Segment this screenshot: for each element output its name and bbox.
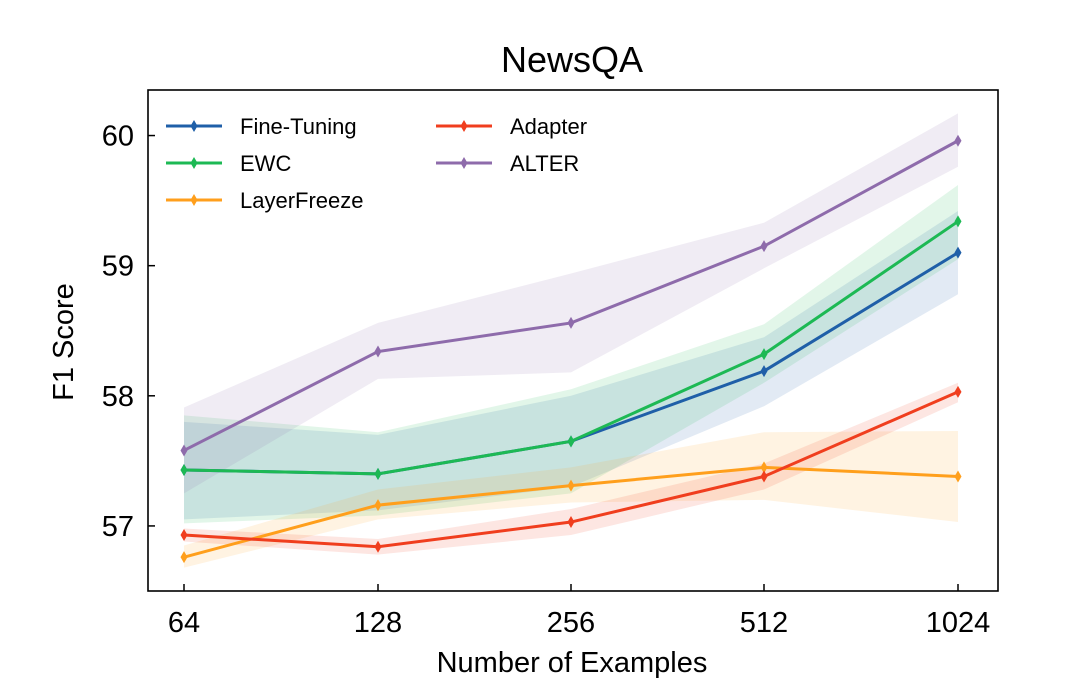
legend: Fine-Tuning EWC LayerFreeze Adapter ALTER [166,114,587,213]
legend-marker-alter [460,157,468,169]
x-tick-label-64: 64 [168,607,200,639]
x-tick-label-512: 512 [740,607,788,639]
y-tick-label-59: 59 [102,251,134,283]
plot-frame [147,89,999,592]
legend-label-adapter: Adapter [510,114,587,139]
legend-marker-ewc [190,157,198,169]
point-layerfreeze-64 [180,551,188,564]
y-axis-label: F1 Score [48,283,80,401]
band-fine-tuning [184,211,958,520]
legend-label-ewc: EWC [240,151,291,176]
y-tick-label-60: 60 [102,121,134,153]
point-ewc-64 [180,463,188,476]
legend-label-layerfreeze: LayerFreeze [240,188,364,213]
point-fine-tuning-1024 [954,246,962,259]
legend-marker-fine-tuning [190,120,198,132]
point-alter-1024 [954,134,962,147]
x-axis-label: Number of Examples [437,647,708,679]
confidence-bands [184,113,958,568]
point-alter-512 [760,240,768,253]
point-alter-256 [567,316,575,329]
legend-label-fine-tuning: Fine-Tuning [240,114,357,139]
x-tick-label-128: 128 [354,607,402,639]
point-layerfreeze-256 [567,479,575,492]
x-tick-label-1024: 1024 [926,607,991,639]
point-adapter-64 [180,529,188,542]
series-markers [180,134,962,564]
x-tick-label-256: 256 [547,607,595,639]
band-ewc [184,184,958,524]
band-alter [184,113,958,494]
point-ewc-128 [374,467,382,480]
legend-label-alter: ALTER [510,151,579,176]
point-layerfreeze-1024 [954,470,962,483]
legend-marker-adapter [460,120,468,132]
point-adapter-256 [567,516,575,529]
chart-title: NewsQA [501,39,643,80]
point-fine-tuning-512 [760,365,768,378]
legend-marker-layerfreeze [190,194,198,206]
point-layerfreeze-128 [374,499,382,512]
point-ewc-256 [567,435,575,448]
point-ewc-512 [760,348,768,361]
point-alter-64 [180,444,188,457]
point-ewc-1024 [954,215,962,228]
y-tick-label-57: 57 [102,511,134,543]
point-layerfreeze-512 [760,461,768,474]
point-adapter-512 [760,470,768,483]
point-adapter-1024 [954,385,962,398]
point-alter-128 [374,345,382,358]
axis-ticks: 64 128 256 512 1024 57 58 59 60 [102,121,991,639]
y-tick-label-58: 58 [102,381,134,413]
point-adapter-128 [374,540,382,553]
